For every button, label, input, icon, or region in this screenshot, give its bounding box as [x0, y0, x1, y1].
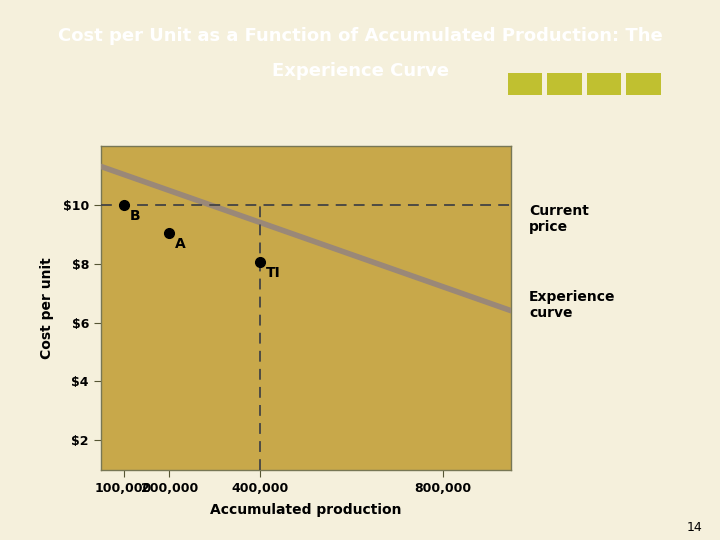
Text: Experience Curve: Experience Curve: [271, 62, 449, 80]
Text: A: A: [175, 237, 186, 251]
Text: Current
price: Current price: [529, 204, 589, 234]
Text: B: B: [130, 209, 140, 223]
Text: TI: TI: [266, 266, 281, 280]
Text: Cost per Unit as a Function of Accumulated Production: The: Cost per Unit as a Function of Accumulat…: [58, 27, 662, 45]
Text: Experience
curve: Experience curve: [529, 290, 616, 320]
Y-axis label: Cost per unit: Cost per unit: [40, 257, 55, 359]
Text: 14: 14: [686, 521, 702, 534]
X-axis label: Accumulated production: Accumulated production: [210, 503, 402, 517]
